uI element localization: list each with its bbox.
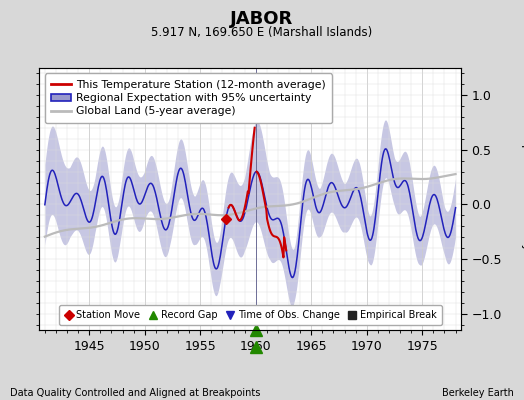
- Text: 5.917 N, 169.650 E (Marshall Islands): 5.917 N, 169.650 E (Marshall Islands): [151, 26, 373, 39]
- Y-axis label: Temperature Anomaly (°C): Temperature Anomaly (°C): [521, 120, 524, 278]
- Text: JABOR: JABOR: [231, 10, 293, 28]
- Text: Berkeley Earth: Berkeley Earth: [442, 388, 514, 398]
- Text: Data Quality Controlled and Aligned at Breakpoints: Data Quality Controlled and Aligned at B…: [10, 388, 261, 398]
- Legend: Station Move, Record Gap, Time of Obs. Change, Empirical Break: Station Move, Record Gap, Time of Obs. C…: [59, 306, 442, 325]
